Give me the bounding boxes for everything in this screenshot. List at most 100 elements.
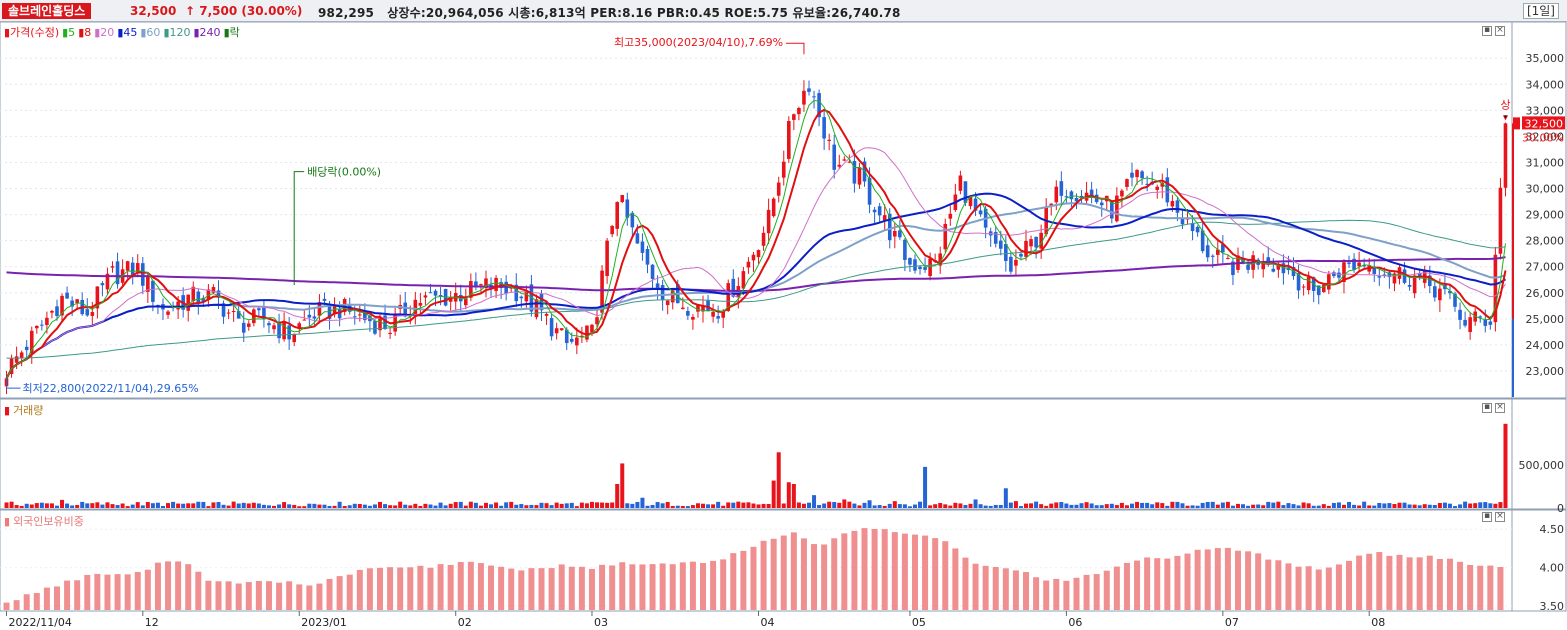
volume-bar [1326, 505, 1331, 508]
volume-bar [1165, 505, 1170, 508]
candle-body [1342, 262, 1346, 283]
volume-bar [438, 502, 443, 508]
candle-body [1170, 201, 1175, 207]
volume-bar [973, 499, 978, 508]
candle-body [337, 309, 342, 319]
volume-bar [822, 503, 827, 508]
foreign-bar [790, 532, 797, 610]
legend-item[interactable]: ▮240 [193, 26, 221, 39]
volume-bar [1251, 504, 1256, 508]
candle-body [1387, 272, 1392, 278]
volume-bar [1039, 504, 1044, 508]
candle-body [872, 209, 877, 213]
volume-bar [812, 495, 817, 508]
candle-body [817, 93, 821, 118]
candle-body [867, 177, 872, 205]
volume-bar [1054, 502, 1059, 508]
candle-body [317, 302, 322, 316]
volume-bar [660, 503, 665, 508]
close-icon[interactable]: × [1495, 25, 1505, 36]
foreign-bars [3, 528, 1504, 610]
volume-bar [166, 503, 171, 508]
candle-body [1004, 243, 1008, 261]
stock-name[interactable]: 솔브레인홀딩스 [2, 3, 92, 19]
foreign-bar [477, 563, 484, 610]
volume-bar [125, 506, 130, 508]
volume-bar [1362, 501, 1367, 508]
candle-body [635, 233, 640, 244]
volume-bar [403, 504, 408, 508]
candle-body [1488, 321, 1493, 325]
foreign-bar [185, 564, 192, 610]
minimize-icon[interactable]: ▪ [1482, 402, 1492, 413]
candle-body [1125, 179, 1129, 187]
candle-body [166, 311, 170, 315]
price-tick-label: 25,000 [1526, 313, 1565, 326]
volume-bar [1119, 502, 1124, 508]
candle-body [1110, 201, 1114, 219]
close-icon[interactable]: × [1495, 402, 1505, 413]
candle-body [494, 277, 498, 291]
volume-bar [1256, 504, 1261, 508]
volume-bar [1114, 505, 1119, 508]
legend-item[interactable]: ▮8 [78, 26, 92, 39]
foreign-bar [366, 568, 373, 610]
candle-body [852, 160, 857, 184]
volume-bar [1488, 503, 1493, 508]
volume-bar [897, 504, 902, 508]
foreign-bar [1184, 553, 1191, 610]
volume-bar [554, 502, 559, 508]
volume-bar [1483, 502, 1488, 508]
foreign-bar [1346, 560, 1353, 610]
foreign-bar [710, 560, 717, 610]
candle-body [802, 90, 806, 105]
foreign-legend-marker: ▮ [4, 515, 11, 528]
volume-bar [1013, 501, 1018, 508]
volume-bar [1130, 503, 1134, 508]
candle-body [711, 311, 715, 317]
legend-item[interactable]: ▮120 [163, 26, 191, 39]
price-tick-label: 23,000 [1526, 365, 1565, 378]
volume-bar [519, 504, 524, 508]
volume-value: 982,295 [318, 6, 375, 20]
candle-body [787, 121, 791, 159]
legend-item[interactable]: ▮60 [140, 26, 161, 39]
foreign-bar [1366, 553, 1373, 610]
foreign-bar [1275, 560, 1282, 610]
volume-bar [1225, 501, 1230, 508]
foreign-bar [548, 568, 555, 610]
legend-item[interactable]: ▮5 [62, 26, 76, 39]
foreign-tick-label: 4.00 [1540, 562, 1565, 575]
volume-bar [630, 503, 635, 508]
period-selector[interactable]: [1일] [1522, 3, 1559, 19]
candle-body [797, 108, 801, 115]
volume-bar [716, 501, 721, 508]
volume-bar [448, 503, 453, 508]
foreign-panel-controls: ▪ × [1479, 511, 1505, 522]
minimize-icon[interactable]: ▪ [1482, 25, 1492, 36]
legend-item[interactable]: ▮락 [223, 26, 240, 39]
candle-body [307, 314, 312, 318]
foreign-bar [901, 533, 908, 610]
foreign-bar [1063, 580, 1070, 610]
legend-item[interactable]: ▮20 [94, 26, 115, 39]
candle-body [1362, 265, 1366, 267]
candle-body [1226, 258, 1230, 260]
legend-item[interactable]: ▮가격(수정) [4, 26, 60, 39]
volume-bar [256, 503, 261, 508]
close-icon[interactable]: × [1495, 511, 1505, 522]
volume-bar [988, 505, 993, 508]
volume-bar [847, 501, 852, 508]
candle-body [105, 273, 110, 290]
low-arrow [6, 378, 21, 389]
foreign-bar [336, 576, 343, 610]
volume-bar [564, 503, 569, 508]
volume-tick-label: 500,000 [1519, 459, 1565, 472]
minimize-icon[interactable]: ▪ [1482, 511, 1492, 522]
candle-body [857, 167, 862, 185]
candle-body [146, 276, 150, 292]
candle-body [898, 230, 902, 238]
legend-item[interactable]: ▮45 [117, 26, 138, 39]
candle-body [474, 281, 478, 287]
